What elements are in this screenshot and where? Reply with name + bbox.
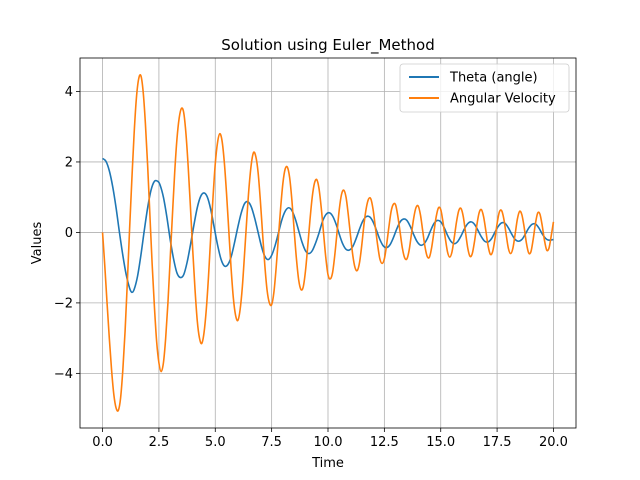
series-line-angular-velocity — [101, 73, 555, 412]
legend-label-angular-velocity: Angular Velocity — [450, 92, 556, 107]
y-axis-ticks: −4 −2 0 2 4 — [54, 85, 80, 382]
series-layer — [101, 73, 555, 412]
x-tick-label: 10.0 — [314, 435, 343, 450]
y-tick-label: 2 — [65, 155, 73, 170]
x-tick-label: 17.5 — [483, 435, 512, 450]
x-tick-label: 15.0 — [426, 435, 455, 450]
y-tick-label: 4 — [65, 85, 73, 100]
y-axis-label: Values — [30, 222, 45, 265]
x-tick-label: 12.5 — [370, 435, 399, 450]
chart-title: Solution using Euler_Method — [221, 36, 434, 55]
legend-label-theta: Theta (angle) — [449, 71, 538, 86]
y-tick-label: −4 — [54, 367, 73, 382]
x-axis-ticks: 0.0 2.5 5.0 7.5 10.0 12.5 15.0 17.5 20.0 — [92, 428, 568, 450]
x-tick-label: 7.5 — [261, 435, 282, 450]
x-tick-label: 20.0 — [539, 435, 568, 450]
x-tick-label: 0.0 — [92, 435, 113, 450]
y-tick-label: −2 — [54, 296, 73, 311]
grid — [80, 58, 576, 428]
y-tick-label: 0 — [65, 226, 73, 241]
x-tick-label: 2.5 — [149, 435, 170, 450]
x-axis-label: Time — [311, 456, 344, 471]
x-tick-label: 5.0 — [205, 435, 226, 450]
legend-box — [399, 63, 570, 113]
legend: Theta (angle) Angular Velocity — [399, 63, 570, 113]
